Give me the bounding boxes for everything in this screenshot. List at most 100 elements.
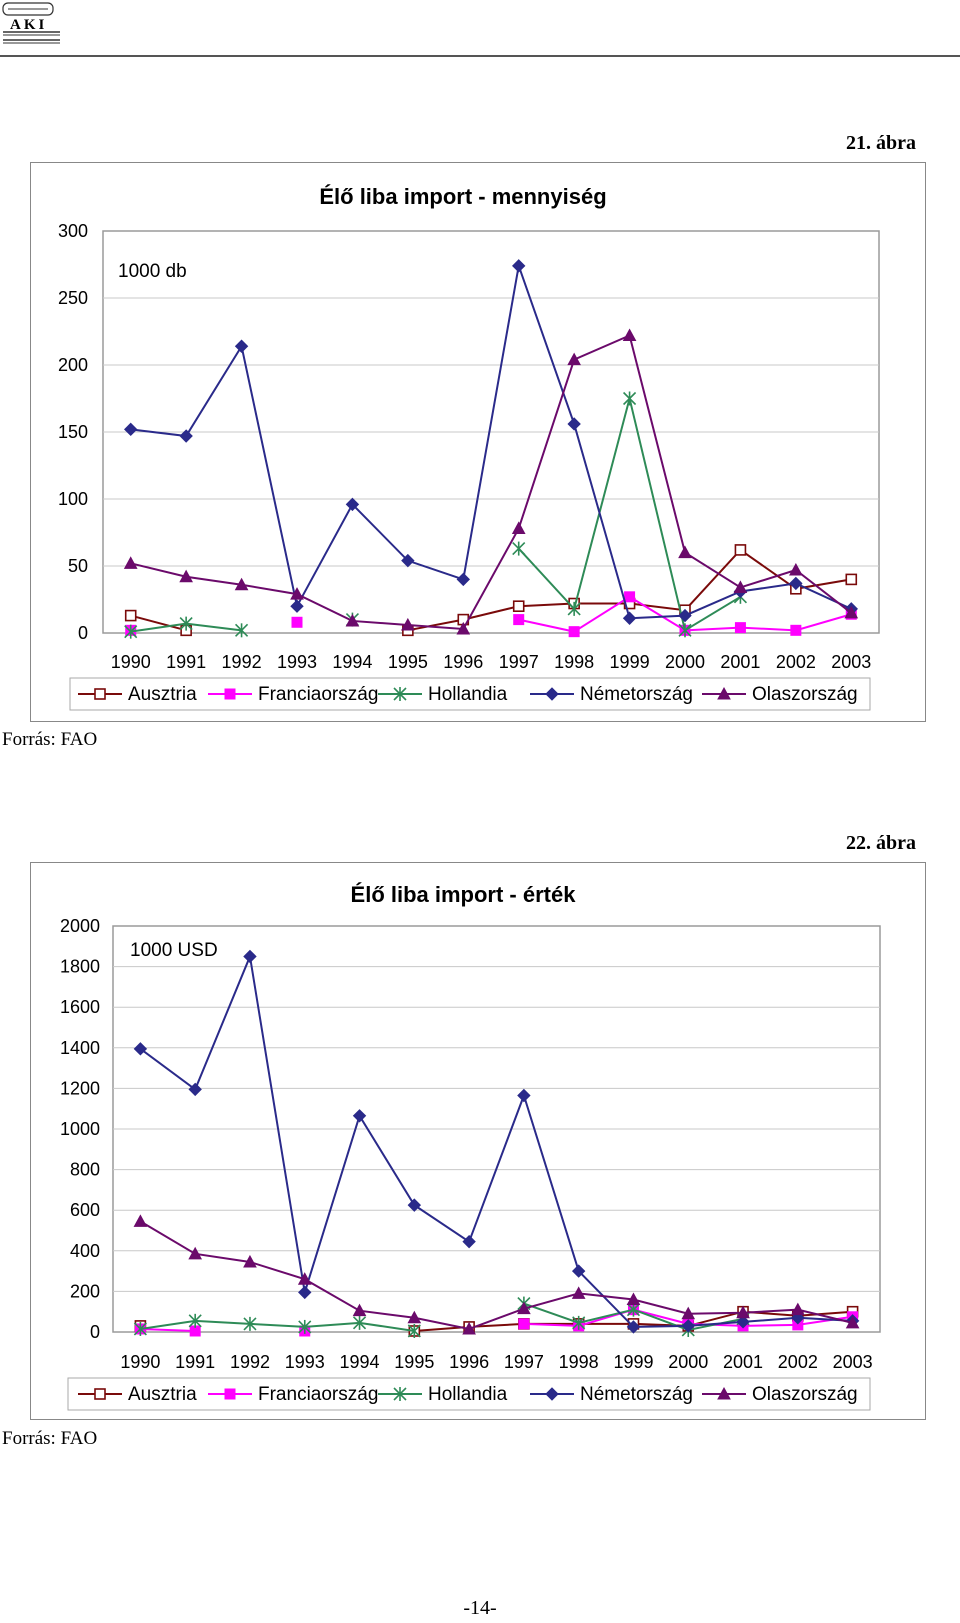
figure-22-source: Forrás: FAO	[2, 1428, 98, 1449]
data-point	[352, 1315, 367, 1330]
data-point	[789, 576, 803, 591]
legend-item: Franciaország	[208, 1384, 378, 1405]
chart-title: Élő liba import - mennyiség	[319, 184, 606, 209]
data-point	[623, 391, 637, 406]
figure-21-source: Forrás: FAO	[2, 729, 98, 750]
legend: Ausztria Franciaország Hollandia Németorszá…	[67, 1377, 871, 1411]
y-tick-label: 600	[70, 1200, 100, 1220]
x-tick-label: 1993	[277, 652, 317, 672]
x-tick-label: 2003	[831, 652, 871, 672]
x-tick-label: 2001	[720, 652, 760, 672]
x-tick-label: 2003	[833, 1352, 873, 1372]
data-point	[133, 1042, 148, 1056]
data-point	[681, 1319, 695, 1333]
data-point	[790, 1302, 805, 1316]
data-point	[512, 259, 526, 273]
data-point	[235, 623, 249, 638]
data-point	[571, 1286, 586, 1299]
data-point	[401, 553, 415, 568]
data-point	[734, 622, 746, 634]
data-point	[188, 1313, 202, 1328]
x-tick-label: 1997	[504, 1352, 544, 1372]
header-rule	[0, 55, 960, 57]
data-point	[567, 601, 581, 616]
legend-label: Ausztria	[128, 684, 197, 705]
data-point	[512, 541, 526, 556]
data-point	[622, 328, 637, 342]
x-tick-label: 1992	[222, 652, 262, 672]
x-tick-label: 1991	[175, 1352, 215, 1372]
y-tick-label: 1600	[60, 997, 100, 1017]
y-tick-label: 400	[70, 1241, 100, 1261]
data-point	[678, 608, 692, 623]
x-tick-label: 1994	[332, 652, 372, 672]
data-point	[290, 599, 304, 613]
legend-item: Olaszország	[702, 684, 858, 705]
data-point	[234, 339, 249, 353]
legend-swatch-marker	[717, 1386, 731, 1400]
data-point	[401, 617, 415, 631]
data-point	[456, 621, 471, 635]
figure-22-label: 22. ábra	[846, 832, 916, 854]
series-line	[130, 334, 852, 631]
data-point	[352, 1303, 367, 1317]
figure-21-label: 21. ábra	[846, 132, 916, 154]
legend-item: Olaszország	[702, 1384, 858, 1405]
data-point	[789, 562, 803, 576]
data-point	[568, 626, 580, 638]
data-point	[188, 1246, 203, 1260]
x-tick-label: 1998	[554, 652, 594, 672]
legend-item: Németország	[530, 684, 693, 705]
legend-swatch-marker	[545, 1387, 559, 1401]
data-point	[407, 1310, 422, 1324]
y-tick-label: 100	[58, 489, 88, 509]
series-line	[139, 952, 853, 1328]
data-point	[678, 545, 692, 559]
x-tick-label: 2001	[723, 1352, 763, 1372]
series-olaszország	[123, 328, 859, 635]
chart-title: Élő liba import - érték	[351, 882, 577, 907]
y-tick-label: 50	[68, 556, 88, 576]
y-tick-label: 1800	[60, 957, 100, 977]
x-tick-label: 1998	[559, 1352, 599, 1372]
series-németország	[124, 259, 858, 625]
legend-label: Hollandia	[428, 1384, 508, 1405]
data-point	[407, 1198, 422, 1212]
x-tick-label: 1995	[388, 652, 428, 672]
chart-value: 0 200 400 600 800 1000 1200 1400 1600 1800 2000 199…	[30, 862, 926, 1420]
y-tick-label: 250	[58, 288, 88, 308]
data-point	[291, 616, 303, 628]
aki-logo: AKI	[2, 2, 62, 46]
data-point	[517, 1088, 531, 1103]
data-point	[133, 1321, 147, 1336]
data-point	[234, 577, 249, 591]
data-point	[243, 949, 257, 964]
y-tick-label: 1400	[60, 1038, 100, 1058]
series-line	[140, 1327, 196, 1332]
x-tick-label: 2002	[776, 652, 816, 672]
data-point	[736, 1315, 750, 1329]
data-point	[290, 587, 304, 600]
data-point	[352, 1109, 367, 1123]
legend-label: Ausztria	[128, 1384, 197, 1405]
series-line	[140, 1319, 415, 1332]
data-point	[624, 591, 636, 603]
legend-item: Németország	[530, 1384, 693, 1405]
series-line	[130, 614, 187, 632]
data-point	[736, 1305, 750, 1319]
data-point	[626, 1320, 641, 1334]
data-point	[243, 1254, 257, 1268]
chart-quantity: 0 50 100 150 200 250 300 1990 1991 1992 1993 1994 19…	[30, 162, 926, 722]
legend-label: Hollandia	[428, 684, 508, 705]
series-line	[139, 1220, 853, 1330]
y-tick-label: 300	[58, 221, 88, 241]
legend-item: Hollandia	[378, 1384, 508, 1405]
y-tick-label: 200	[70, 1281, 100, 1301]
x-tick-label: 1990	[120, 1352, 160, 1372]
legend-swatch-marker	[224, 1388, 236, 1400]
data-point	[511, 521, 526, 534]
data-point	[124, 624, 138, 639]
data-point	[345, 497, 360, 512]
data-point	[298, 1319, 312, 1334]
data-point	[133, 1214, 148, 1227]
